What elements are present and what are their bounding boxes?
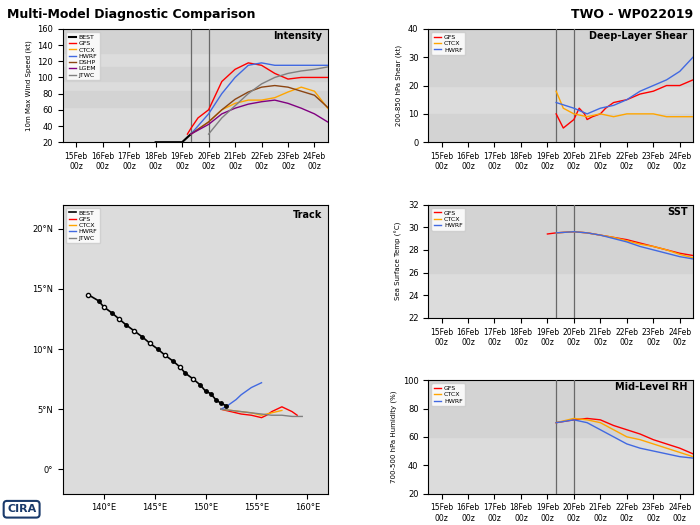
Text: Intensity: Intensity xyxy=(274,31,323,41)
Text: Mid-Level RH: Mid-Level RH xyxy=(615,382,687,393)
Text: Multi-Model Diagnostic Comparison: Multi-Model Diagnostic Comparison xyxy=(7,8,256,21)
Bar xyxy=(428,205,693,250)
Legend: BEST, GFS, CTCX, HWRF, JTWC: BEST, GFS, CTCX, HWRF, JTWC xyxy=(66,208,100,243)
Bar xyxy=(428,114,693,142)
Text: SST: SST xyxy=(667,207,687,217)
Text: CIRA: CIRA xyxy=(7,504,36,514)
Bar xyxy=(428,250,693,272)
Y-axis label: 10m Max Wind Speed (kt): 10m Max Wind Speed (kt) xyxy=(25,40,32,131)
Bar xyxy=(428,29,693,86)
Bar xyxy=(428,380,693,437)
Bar xyxy=(63,91,328,107)
Text: Deep-Layer Shear: Deep-Layer Shear xyxy=(589,31,687,41)
Legend: GFS, CTCX, HWRF: GFS, CTCX, HWRF xyxy=(431,32,466,55)
Legend: BEST, GFS, CTCX, HWRF, DSHP, LGEM, JTWC: BEST, GFS, CTCX, HWRF, DSHP, LGEM, JTWC xyxy=(66,32,100,80)
Y-axis label: 700-500 hPa Humidity (%): 700-500 hPa Humidity (%) xyxy=(391,391,398,483)
Legend: GFS, CTCX, HWRF: GFS, CTCX, HWRF xyxy=(431,208,466,230)
Y-axis label: 200-850 hPa Shear (kt): 200-850 hPa Shear (kt) xyxy=(396,45,402,126)
Legend: GFS, CTCX, HWRF: GFS, CTCX, HWRF xyxy=(431,383,466,406)
Y-axis label: Sea Surface Temp (°C): Sea Surface Temp (°C) xyxy=(395,222,402,300)
Text: TWO - WP022019: TWO - WP022019 xyxy=(571,8,693,21)
Text: Track: Track xyxy=(293,211,323,220)
Bar xyxy=(63,67,328,81)
Bar xyxy=(63,29,328,53)
